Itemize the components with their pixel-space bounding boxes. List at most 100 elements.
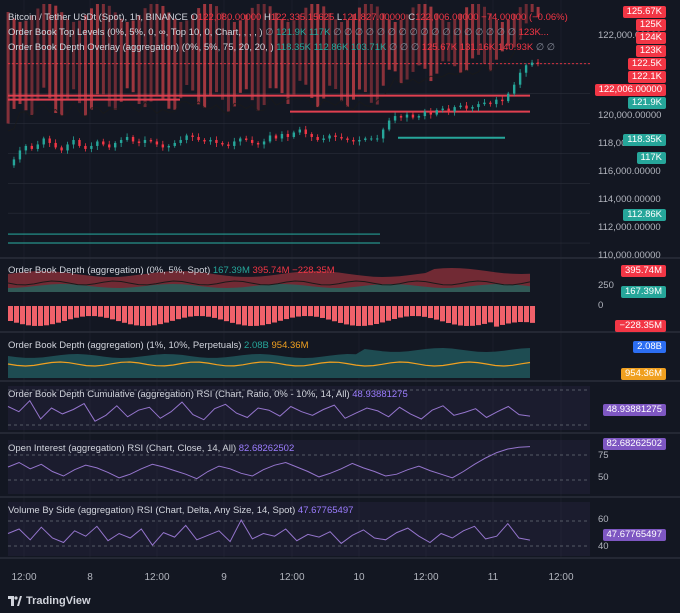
candle-body xyxy=(12,159,16,166)
candle-body xyxy=(286,133,290,137)
candle-body xyxy=(483,102,486,105)
x-tick-5: 10 xyxy=(353,572,365,583)
open-label: O xyxy=(190,12,198,23)
candle-body xyxy=(137,141,141,143)
pill-rsi-vbs: 47.67765497 xyxy=(602,529,666,541)
tradingview-logo-icon[interactable] xyxy=(8,596,22,606)
x-tick-3: 9 xyxy=(221,572,227,583)
depth-spot-delta-bar xyxy=(350,306,355,326)
tradingview-brand[interactable]: TradingView xyxy=(26,595,91,607)
depth-overlay-bar xyxy=(119,18,123,102)
depth-spot-delta-bar xyxy=(140,306,145,326)
depth-spot-delta-bar xyxy=(188,306,193,317)
depth-spot-delta-bar xyxy=(224,306,229,322)
depth-spot-delta-bar xyxy=(344,306,349,325)
depth-perp-area xyxy=(8,348,530,378)
depth-overlay-bar xyxy=(107,5,111,107)
candle-body xyxy=(340,136,343,139)
depth-overlay-bar xyxy=(274,12,278,89)
candle-body xyxy=(245,138,248,140)
depth-spot-delta-bar xyxy=(170,306,175,321)
depth-overlay-bar xyxy=(191,14,195,91)
depth-spot-delta-bar xyxy=(32,306,37,326)
pill-118-35k: 118.35K xyxy=(623,134,666,146)
depth-overlay-bar xyxy=(215,6,219,93)
candle-body xyxy=(42,138,45,145)
depth-overlay-bar xyxy=(441,19,445,62)
candle-body xyxy=(90,145,93,149)
candle-body xyxy=(155,141,159,145)
depth-spot-delta-bar xyxy=(266,306,271,325)
depth-spot-delta-bar xyxy=(410,306,415,317)
rsi-oi-line xyxy=(7,446,531,480)
depth-overlay-bar xyxy=(357,7,361,90)
depth-spot-delta-bar xyxy=(134,306,139,326)
x-tick-8: 12:00 xyxy=(548,572,574,583)
depth-tick-250: 250 xyxy=(598,280,614,291)
candle-body xyxy=(125,136,129,140)
depth-overlay-bar xyxy=(36,8,40,101)
open-value: 122,080.00000 xyxy=(197,12,262,23)
depth-overlay-bar xyxy=(292,20,296,95)
x-tick-7: 11 xyxy=(487,572,499,583)
depth-overlay-bar xyxy=(226,18,230,112)
depth-overlay-bar xyxy=(334,19,338,89)
depth-spot-delta-bar xyxy=(278,306,283,321)
rsi-vbs-band xyxy=(8,502,590,556)
candle-body xyxy=(48,138,51,143)
candle-body xyxy=(376,138,379,140)
pill-122-1k: 122.1K xyxy=(627,71,666,83)
candle-body xyxy=(501,99,504,102)
candle-body xyxy=(334,135,337,137)
depth-spot-delta-bar xyxy=(128,306,133,325)
candle-body xyxy=(441,108,444,111)
depth-perp-line xyxy=(7,361,531,367)
depth-spot-delta-bar xyxy=(530,306,535,323)
candle-body xyxy=(167,145,170,148)
depth-overlay-bar xyxy=(363,4,367,93)
depth-overlay-bar xyxy=(375,6,379,105)
x-tick-2: 12:00 xyxy=(144,572,170,583)
depth-spot-delta-bar xyxy=(368,306,373,326)
depth-overlay-bar xyxy=(351,14,355,100)
depth-overlay-v3: 103.71K xyxy=(350,42,387,53)
depth-spot-delta-bar xyxy=(218,306,223,320)
candle-body xyxy=(524,65,528,73)
candle-body xyxy=(298,129,301,133)
depth-overlay-bar xyxy=(101,4,105,95)
depth-overlay-bar xyxy=(72,21,76,90)
candle-body xyxy=(84,145,87,149)
rsi-vbs-v1: 47.67765497 xyxy=(297,505,354,516)
candle-body xyxy=(119,139,123,143)
depth-spot-delta-bar xyxy=(260,306,265,326)
candle-body xyxy=(60,147,63,151)
rsi-oi-legend: Open Interest (aggregation) RSI (Chart, … xyxy=(8,443,294,454)
candle-body xyxy=(495,99,498,105)
pill-121-9k: 121.9K xyxy=(627,97,666,109)
depth-tick-0: 0 xyxy=(598,300,604,311)
y-tick-110: 110,000.00000 xyxy=(598,250,661,261)
candle-body xyxy=(518,72,522,85)
depth-spot-delta-bar xyxy=(68,306,73,320)
depth-overlay-bar xyxy=(244,14,248,90)
depth-overlay-title: Order Book Depth Overlay (aggregation) (… xyxy=(8,42,274,53)
depth-overlay-bar xyxy=(298,14,302,81)
depth-spot-delta-bar xyxy=(404,306,409,317)
depth-overlay-bar xyxy=(346,20,350,107)
depth-spot-delta-bar xyxy=(308,306,313,317)
depth-spot-delta-bar xyxy=(164,306,169,323)
depth-overlay-bar xyxy=(143,8,147,108)
candle-body xyxy=(393,116,397,121)
depth-overlay-bar xyxy=(411,7,415,72)
depth-spot-delta-bar xyxy=(182,306,187,318)
candle-body xyxy=(507,93,510,102)
rsi-vbs-title: Volume By Side (aggregation) RSI (Chart,… xyxy=(8,505,296,516)
depth-spot-v3: −228.35M xyxy=(292,265,335,276)
depth-overlay-bar xyxy=(506,19,510,46)
depth-spot-delta-bar xyxy=(254,306,259,326)
close-value: 122,006.00000 xyxy=(415,12,479,23)
x-tick-4: 12:00 xyxy=(279,572,305,583)
depth-spot-delta-bar xyxy=(326,306,331,320)
depth-overlay-v2: 112.86K xyxy=(313,42,349,53)
